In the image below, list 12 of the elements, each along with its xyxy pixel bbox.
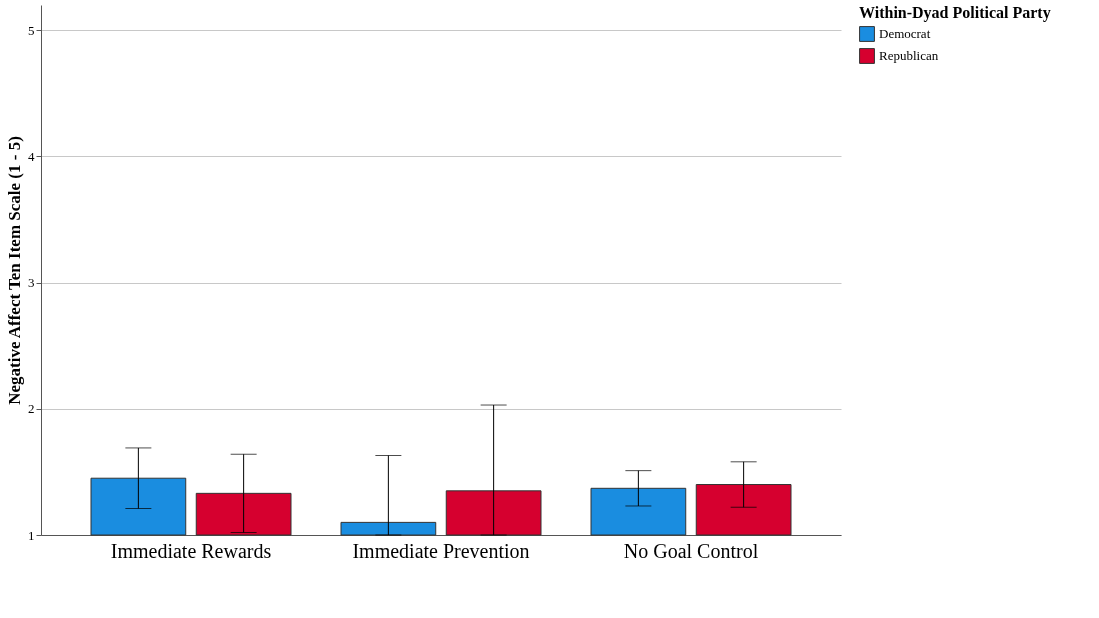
- x-tick-label: Immediate Prevention: [352, 539, 530, 562]
- y-tick-label: 5: [28, 22, 35, 38]
- x-tick-label: Immediate Rewards: [110, 539, 272, 562]
- y-tick-label: 4: [28, 148, 35, 164]
- legend-title: Within-Dyad Political Party: [859, 4, 1051, 22]
- y-axis-title: Negative Affect Ten Item Scale (1 - 5): [5, 136, 24, 405]
- x-tick-label: No Goal Control: [623, 539, 759, 562]
- y-tick-label: 3: [28, 275, 35, 291]
- legend-label: Democrat: [879, 26, 931, 41]
- legend-label: Republican: [879, 48, 939, 63]
- y-tick-label: 1: [28, 527, 35, 543]
- y-tick-label: 2: [28, 401, 35, 417]
